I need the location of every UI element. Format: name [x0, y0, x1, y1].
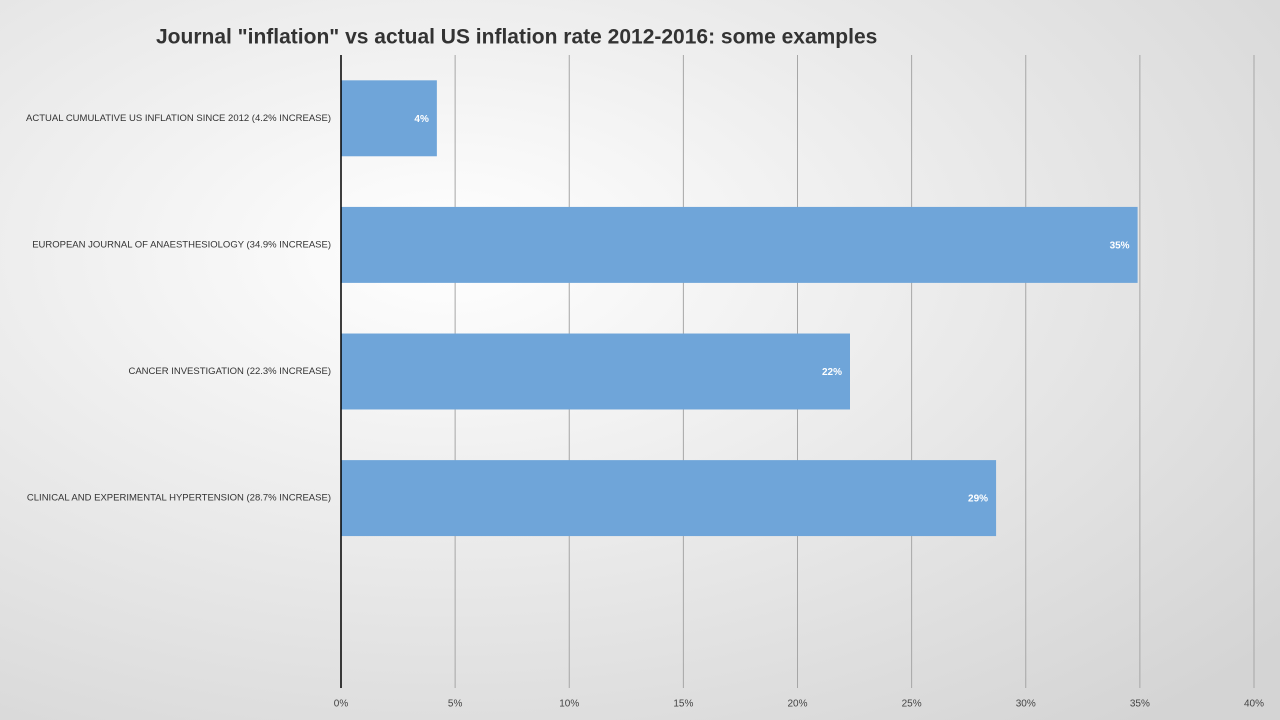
- y-tick-label: CANCER INVESTIGATION (22.3% INCREASE): [128, 366, 331, 377]
- bar: [341, 333, 850, 410]
- chart-title: Journal "inflation" vs actual US inflati…: [156, 26, 877, 49]
- x-tick-label: 20%: [787, 699, 807, 710]
- y-tick-label: ACTUAL CUMULATIVE US INFLATION SINCE 201…: [26, 113, 331, 124]
- x-tick-label: 15%: [673, 699, 693, 710]
- x-tick-label: 5%: [448, 699, 463, 710]
- bar: [341, 460, 997, 537]
- bar: [341, 80, 437, 157]
- x-tick-label: 25%: [902, 699, 922, 710]
- data-label: 4%: [414, 114, 429, 125]
- x-tick-label: 0%: [334, 699, 349, 710]
- y-tick-label: EUROPEAN JOURNAL OF ANAESTHESIOLOGY (34.…: [32, 239, 331, 250]
- data-label: 22%: [822, 367, 842, 378]
- bar: [341, 206, 1138, 283]
- x-tick-label: 35%: [1130, 699, 1150, 710]
- data-label: 29%: [968, 494, 988, 505]
- x-tick-label: 40%: [1244, 699, 1264, 710]
- x-tick-label: 30%: [1016, 699, 1036, 710]
- y-tick-label: CLINICAL AND EXPERIMENTAL HYPERTENSION (…: [27, 493, 331, 504]
- x-tick-label: 10%: [559, 699, 579, 710]
- data-label: 35%: [1110, 241, 1130, 252]
